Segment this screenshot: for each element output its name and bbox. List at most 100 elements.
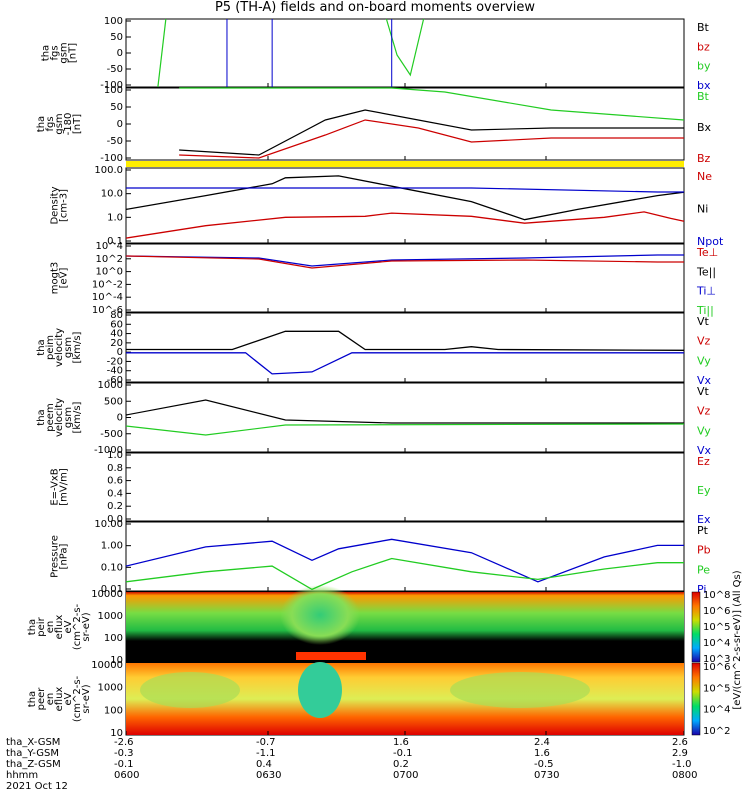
fgs2-bx-line	[179, 109, 684, 156]
footer-value: 2.6	[672, 737, 688, 748]
footer-value: 1.6	[534, 748, 550, 759]
density-npot-line	[126, 187, 684, 193]
panel-density: 100.0 10.0 1.0 0.1 Density[cm-3] Ne Ni Npot	[50, 165, 724, 248]
y-axis-label-line: [nT]	[72, 114, 83, 134]
colorbar-tick: 10^5	[703, 683, 730, 694]
legend-Te||: Te||	[696, 265, 716, 278]
y-tick-label: 10^0	[96, 267, 123, 278]
y-axis-label-line: E=-VxB	[50, 468, 61, 505]
footer-value: 1.6	[393, 737, 409, 748]
footer-value: 0.4	[256, 759, 272, 770]
y-tick-label: 10000	[91, 660, 123, 671]
y-tick-label: 1000	[98, 611, 123, 622]
panel-temp: 10^4 10^2 10^010^-2 10^-4 10^-6 mogt3[eV] Te⊥ T…	[50, 241, 719, 317]
pressure-pi-line	[125, 538, 684, 583]
y-axis-label-line: sr-eV)	[81, 612, 92, 641]
ion-colorbar	[691, 591, 701, 663]
y-tick-label: 100	[104, 705, 123, 716]
y-tick-label: 0.01	[101, 584, 123, 595]
colorbar-tick: 10^4	[703, 705, 730, 716]
y-axis-label-line: gsm	[63, 407, 74, 428]
y-tick-label: 100	[104, 85, 123, 96]
y-axis-label-line: gsm	[63, 337, 74, 358]
y-tick-label: 10^4	[96, 241, 123, 252]
y-axis-label-line: (cm^2-s-	[72, 675, 83, 722]
legend-Pe: Pe	[697, 563, 710, 576]
legend-Vy: Vy	[697, 354, 711, 367]
legend-Bt: Bt	[697, 90, 710, 103]
y-axis-label-line: en	[45, 621, 56, 634]
y-tick-label: 1000	[98, 380, 123, 391]
legend-by: by	[697, 60, 711, 73]
y-tick-label: 10	[110, 728, 123, 739]
y-tick-label: 0.8	[107, 463, 123, 474]
y-tick-label: 0.6	[107, 476, 123, 487]
colorbar-tick: 10^6	[703, 606, 730, 617]
y-tick-label: 10^-4	[92, 292, 123, 303]
legend-Ey: Ey	[697, 484, 711, 497]
ve-vt-line	[125, 399, 684, 424]
y-tick-label: 0	[117, 413, 123, 424]
footer-value: 2.4	[534, 737, 550, 748]
y-tick-label: 1000	[98, 683, 123, 694]
ion-spectrogram	[126, 592, 684, 662]
footer-row-y: tha_Y-GSM -0.3 -1.1 -0.1 1.6 2.9	[6, 748, 688, 759]
y-tick-label: 80	[110, 310, 123, 321]
legend-Vy: Vy	[697, 424, 711, 437]
y-axis-label-line: peer	[36, 687, 47, 711]
y-tick-label: 500	[104, 396, 123, 407]
y-tick-label: 50	[110, 102, 123, 113]
y-axis-label-line: [nT]	[68, 43, 79, 63]
footer-value: -0.1	[114, 759, 134, 770]
fgs2-bt-line	[179, 87, 685, 121]
y-axis-label-line: en	[45, 693, 56, 706]
colorbar-tick: 10^4	[703, 638, 730, 649]
legend-Ex: Ex	[697, 513, 711, 526]
y-tick-label: 60	[110, 319, 123, 330]
y-axis-label: E=-VxB[mV/m]	[50, 468, 70, 506]
footer-value: 0700	[393, 770, 419, 781]
panel-frame	[125, 452, 685, 522]
y-tick-label: 0	[117, 48, 123, 59]
electron-colorbar	[691, 662, 701, 736]
legend-Vt: Vt	[697, 315, 710, 328]
y-axis-label-line: sr-eV)	[81, 684, 92, 713]
y-axis-label-line: fgs	[45, 116, 56, 131]
electron-spectrogram-feature	[298, 662, 342, 718]
panel-frame	[125, 243, 685, 313]
vi-vx-line	[126, 352, 684, 375]
legend-bx: bx	[697, 79, 711, 92]
legend-Ti||: Ti||	[696, 304, 714, 317]
panel-frame	[125, 521, 685, 592]
pressure-pe-line	[125, 557, 684, 591]
footer-row-x: tha_X-GSM -2.6 -0.7 1.6 2.4 2.6	[6, 737, 688, 748]
colorbar-tick: 10^5	[703, 622, 730, 633]
footer-row-label: hhmm	[6, 770, 39, 781]
y-axis-label-line: peim	[45, 335, 56, 360]
y-axis-label-line: eV	[63, 620, 74, 633]
y-tick-label: 50	[110, 32, 123, 43]
panel-ve: 1000 500 0 -500 -1000 thapeemvelocitygsm[km/s…	[36, 380, 712, 457]
fgs-by-line	[157, 18, 167, 88]
colorbar-tick: 10^8	[703, 590, 730, 601]
y-axis-label-line: eflux	[54, 615, 65, 640]
footer-row-label: tha_Y-GSM	[6, 748, 60, 759]
y-tick-label: 10	[110, 655, 123, 666]
y-tick-label: 10^-2	[92, 279, 123, 290]
y-axis-label-line: tha	[36, 339, 47, 355]
footer-row-label: tha_Z-GSM	[6, 759, 61, 770]
y-tick-label: 20	[110, 338, 123, 349]
legend-Ti⊥: Ti⊥	[696, 285, 716, 298]
y-tick-label: 1.0	[107, 450, 123, 461]
panel-pressure: 10.00 1.00 0.10 0.01 Pressure[nPa] Pt Pb Pe Pi	[50, 519, 711, 596]
legend-Vz: Vz	[697, 335, 711, 348]
legend-bz: bz	[697, 40, 710, 53]
y-tick-label: -60	[107, 375, 123, 386]
electron-spectrogram-feature-3	[450, 672, 590, 708]
legend-Ni: Ni	[697, 203, 708, 216]
